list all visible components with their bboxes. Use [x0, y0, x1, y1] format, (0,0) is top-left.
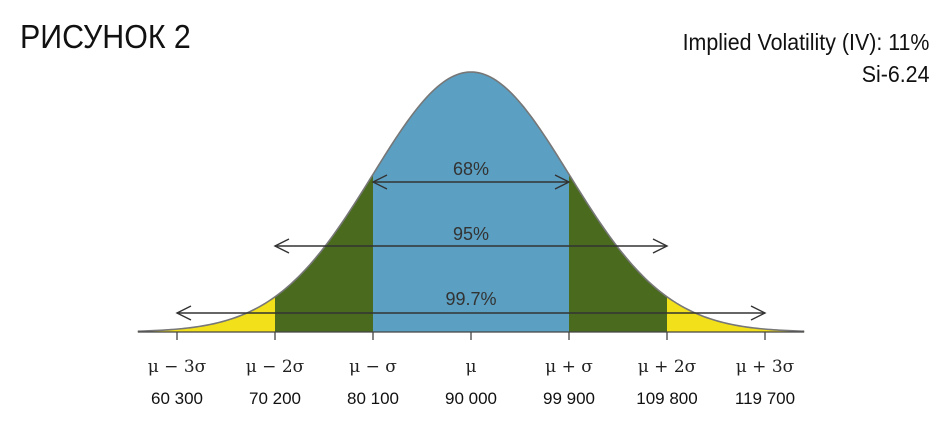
tick-symbol-label: μ: [465, 357, 476, 377]
figure-title: РИСУНОК 2: [20, 18, 191, 55]
info-block: Implied Volatility (IV): 11% Si-6.24: [682, 26, 929, 90]
distribution-areas: [137, 71, 805, 332]
band-percent-label: 99.7%: [445, 289, 496, 309]
range-arrows: 68% 95% 99.7%: [175, 159, 767, 321]
tick-value-label: 99 900: [543, 389, 595, 408]
tick-value-label: 109 800: [636, 389, 697, 408]
tick-symbol-label: μ − 2σ: [246, 357, 305, 377]
instrument-label: Si-6.24: [861, 61, 929, 87]
x-tick-labels: μ − 3σ 60 300 μ − 2σ 70 200 μ − σ 80 100 μ 90 0…: [148, 357, 795, 408]
tick-value-label: 70 200: [249, 389, 301, 408]
range-arrow-2: 95%: [273, 224, 669, 254]
tick-value-label: 60 300: [151, 389, 203, 408]
implied-volatility-label: Implied Volatility (IV): 11%: [682, 29, 929, 55]
range-arrow-3: 99.7%: [175, 289, 767, 321]
tick-symbol-label: μ + 3σ: [736, 357, 795, 377]
tick-symbol-label: μ + σ: [545, 357, 593, 377]
arrow-head-right: [554, 174, 571, 190]
tick-value-label: 80 100: [347, 389, 399, 408]
area-band-3: [373, 72, 569, 332]
tick-value-label: 119 700: [735, 389, 795, 408]
tick-symbol-label: μ + 2σ: [638, 357, 697, 377]
tick-value-label: 90 000: [445, 389, 497, 408]
curve-outline: [137, 71, 805, 332]
arrow-head-left: [175, 305, 192, 321]
x-axis: [137, 331, 805, 340]
arrow-head-left: [371, 174, 388, 190]
range-arrow-1: 68%: [371, 159, 571, 190]
tick-symbol-label: μ − 3σ: [148, 357, 207, 377]
tick-symbol-label: μ − σ: [349, 357, 397, 377]
arrow-head-right: [750, 305, 767, 321]
arrow-head-left: [273, 238, 290, 254]
arrow-head-right: [652, 238, 669, 254]
band-percent-label: 95%: [453, 224, 489, 244]
band-percent-label: 68%: [453, 159, 489, 179]
